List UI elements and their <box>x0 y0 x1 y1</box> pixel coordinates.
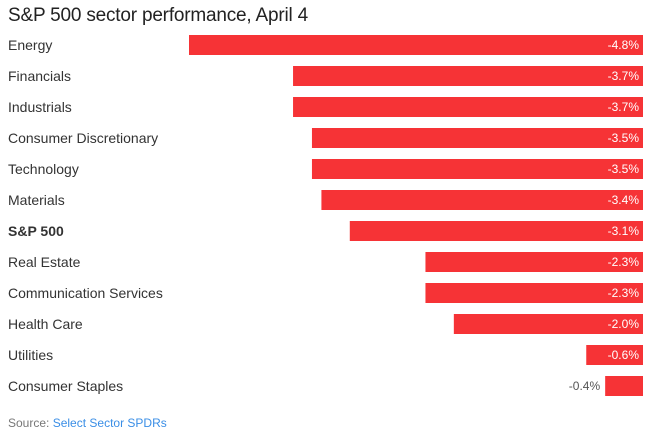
category-label: Consumer Staples <box>8 378 123 394</box>
bar <box>425 283 643 303</box>
category-label: Industrials <box>8 99 72 115</box>
value-label: -3.5% <box>608 131 640 145</box>
value-label: -4.8% <box>608 38 640 52</box>
value-label: -0.6% <box>608 348 640 362</box>
value-label: -3.5% <box>608 162 640 176</box>
bar <box>605 376 643 396</box>
category-label: Financials <box>8 68 71 84</box>
value-label: -3.7% <box>608 69 640 83</box>
bar <box>586 345 643 365</box>
category-label: Communication Services <box>8 285 163 301</box>
bar-chart: Energy -4.8% Financials -3.7% Industrials -3.… <box>8 35 643 396</box>
category-label: Energy <box>8 37 52 53</box>
source-prefix: Source: <box>8 416 53 430</box>
value-label: -3.1% <box>608 224 640 238</box>
bar <box>349 221 643 241</box>
category-label: Health Care <box>8 316 83 332</box>
bar <box>189 35 643 55</box>
bar <box>293 66 643 86</box>
value-label: -2.0% <box>608 317 640 331</box>
source-link[interactable]: Select Sector SPDRs <box>52 416 167 430</box>
category-label: Consumer Discretionary <box>8 130 158 146</box>
source-note: Source: Select Sector SPDRs <box>8 416 167 430</box>
bar <box>311 128 643 148</box>
bar <box>453 314 643 334</box>
value-label: -3.4% <box>608 193 640 207</box>
value-label: -3.7% <box>608 100 640 114</box>
category-label: Real Estate <box>8 254 81 270</box>
category-label: S&P 500 <box>8 223 64 239</box>
value-label: -2.3% <box>608 286 640 300</box>
bar <box>425 252 643 272</box>
category-label: Materials <box>8 192 65 208</box>
bar <box>321 190 643 210</box>
chart-title: S&P 500 sector performance, April 4 <box>8 5 308 26</box>
category-label: Utilities <box>8 347 53 363</box>
value-label: -0.4% <box>569 379 601 393</box>
bar <box>293 97 643 117</box>
category-label: Technology <box>8 161 79 177</box>
value-label: -2.3% <box>608 255 640 269</box>
bar <box>311 159 643 179</box>
